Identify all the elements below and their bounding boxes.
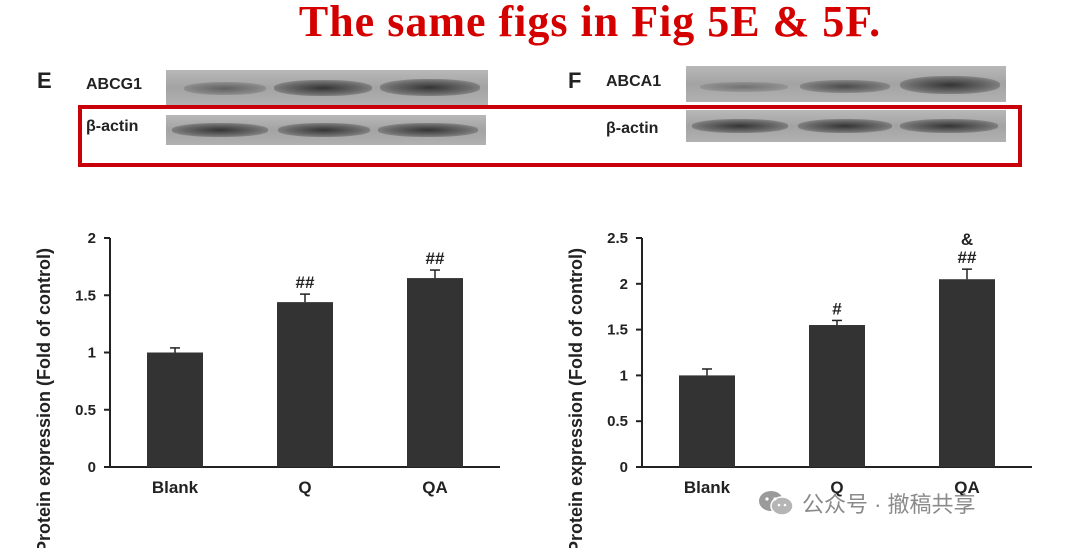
x-category-label: Q xyxy=(298,478,311,497)
panel-letter-e: E xyxy=(37,68,52,93)
bar-blank xyxy=(147,352,203,467)
panel-letter-f: F xyxy=(568,68,582,93)
x-category-label: Q xyxy=(830,478,843,497)
blot-label-beta-actin-e: β-actin xyxy=(86,118,139,135)
bar-chart-e: 0 0.5 1 1.5 2 Protein expression (Fold of con… xyxy=(34,230,500,548)
beta-actin-blot-image-e xyxy=(166,115,486,145)
significance-marker: ## xyxy=(296,273,315,292)
abcg1-blot-image xyxy=(166,70,488,105)
beta-actin-blot-image-f xyxy=(686,110,1006,142)
y-tick-label: 2.5 xyxy=(607,230,628,247)
duplicate-highlight-box xyxy=(78,105,1022,167)
significance-marker: ## xyxy=(426,249,445,268)
y-tick-label: 1.5 xyxy=(607,322,628,339)
y-tick-label: 0 xyxy=(620,459,628,476)
significance-marker: # xyxy=(832,299,842,318)
y-tick-label: 0 xyxy=(88,459,96,476)
wechat-icon xyxy=(759,491,794,516)
watermark-text: 公众号 · 撤稿共享 xyxy=(802,492,976,517)
x-category-label: QA xyxy=(422,478,448,497)
y-tick-label: 1.5 xyxy=(75,287,96,304)
abca1-blot-image xyxy=(686,66,1006,102)
x-category-label: Blank xyxy=(684,478,731,497)
watermark: 公众号 · 撤稿共享 xyxy=(758,487,976,519)
bar-q xyxy=(809,325,865,467)
y-axis-label: Protein expression (Fold of control) xyxy=(34,248,54,548)
y-tick-label: 0.5 xyxy=(75,402,96,419)
x-category-label: Blank xyxy=(152,478,199,497)
bar-blank xyxy=(679,375,735,467)
blot-label-abca1: ABCA1 xyxy=(606,73,662,90)
blot-label-abcg1: ABCG1 xyxy=(86,76,143,93)
y-tick-label: 1 xyxy=(88,345,96,362)
significance-marker: & xyxy=(961,230,973,249)
y-tick-label: 1 xyxy=(620,367,628,384)
bar-qa xyxy=(407,278,463,467)
bar-qa xyxy=(939,279,995,467)
y-tick-label: 0.5 xyxy=(607,413,628,430)
y-axis-label: Protein expression (Fold of control) xyxy=(566,248,586,548)
bar-q xyxy=(277,302,333,467)
y-tick-label: 2 xyxy=(88,230,96,247)
figure-banner-title: The same figs in Fig 5E & 5F. xyxy=(298,0,882,46)
blot-label-beta-actin-f: β-actin xyxy=(606,120,659,137)
y-tick-label: 2 xyxy=(620,276,628,293)
bar-chart-f: 0 0.5 1 1.5 2 2.5 Protein expression (Fold of … xyxy=(566,230,1032,548)
significance-marker: ## xyxy=(958,248,977,267)
x-category-label: QA xyxy=(954,478,980,497)
